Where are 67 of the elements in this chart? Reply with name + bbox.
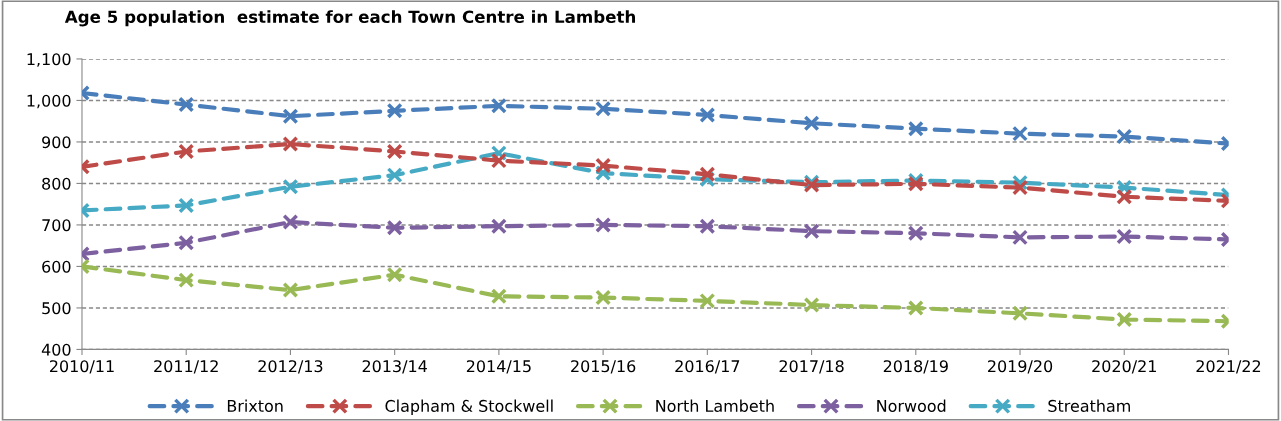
x-tick-label: 2011/12 (154, 360, 218, 374)
y-tick-label: 400 (41, 343, 71, 356)
point (803, 223, 820, 240)
chart-title: Age 5 population estimate for each Town Centre in Lambeth (64, 10, 636, 27)
point (907, 225, 924, 242)
point (907, 120, 924, 137)
point (178, 234, 195, 251)
legend-label: North Lambeth (656, 399, 774, 412)
point (282, 136, 299, 152)
legend-label: Norwood (877, 399, 946, 412)
x-tick-label: 2014/15 (466, 360, 531, 374)
y-tick-label: 700 (42, 219, 71, 232)
x-tick-label: 2019/20 (988, 360, 1053, 374)
point (386, 266, 403, 283)
point (282, 178, 299, 195)
point (386, 167, 403, 184)
legend-label: Streatham (1048, 399, 1130, 412)
point (699, 166, 716, 183)
point (386, 143, 403, 160)
point (595, 216, 612, 233)
point (595, 157, 612, 174)
y-tick-label: 600 (42, 260, 71, 273)
point (595, 289, 612, 306)
point (1012, 179, 1029, 196)
x-tick-label: 2021/22 (1196, 360, 1261, 374)
y-tick-label: 900 (42, 136, 71, 149)
point (282, 282, 299, 299)
point (178, 143, 195, 160)
point (386, 219, 403, 236)
x-tick-label: 2016/17 (675, 360, 740, 374)
x-tick-label: 2013/14 (362, 360, 427, 374)
point (803, 115, 820, 132)
point (178, 197, 195, 214)
x-tick-label: 2017/18 (779, 360, 844, 374)
point (699, 292, 716, 309)
x-tick-label: 2010/11 (49, 360, 114, 374)
point (490, 218, 507, 235)
y-tick-label: 500 (42, 302, 71, 315)
point (490, 152, 507, 169)
point (282, 214, 299, 231)
point (1012, 229, 1029, 246)
point (1116, 228, 1133, 245)
point (1116, 311, 1133, 328)
x-tick-label: 2012/13 (258, 360, 323, 374)
point (699, 106, 716, 123)
y-tick-label: 1,000 (27, 94, 71, 109)
point (178, 272, 195, 289)
point (1116, 188, 1133, 205)
point (1116, 128, 1133, 145)
point (595, 100, 612, 117)
x-tick-label: 2018/19 (883, 360, 948, 374)
legend-label: Clapham & Stockwell (385, 399, 553, 416)
point (178, 96, 195, 113)
point (803, 297, 820, 314)
point (1012, 305, 1029, 322)
point (490, 97, 507, 114)
y-tick-label: 800 (42, 177, 71, 190)
y-tick-label: 1,100 (27, 53, 71, 67)
x-tick-label: 2020/21 (1092, 360, 1156, 374)
point (282, 108, 299, 125)
x-tick-label: 2015/16 (571, 360, 636, 374)
point (907, 299, 924, 316)
point (699, 218, 716, 235)
point (490, 288, 507, 305)
point (386, 102, 403, 119)
legend-label: Brixton (227, 399, 283, 412)
point (1012, 125, 1029, 142)
